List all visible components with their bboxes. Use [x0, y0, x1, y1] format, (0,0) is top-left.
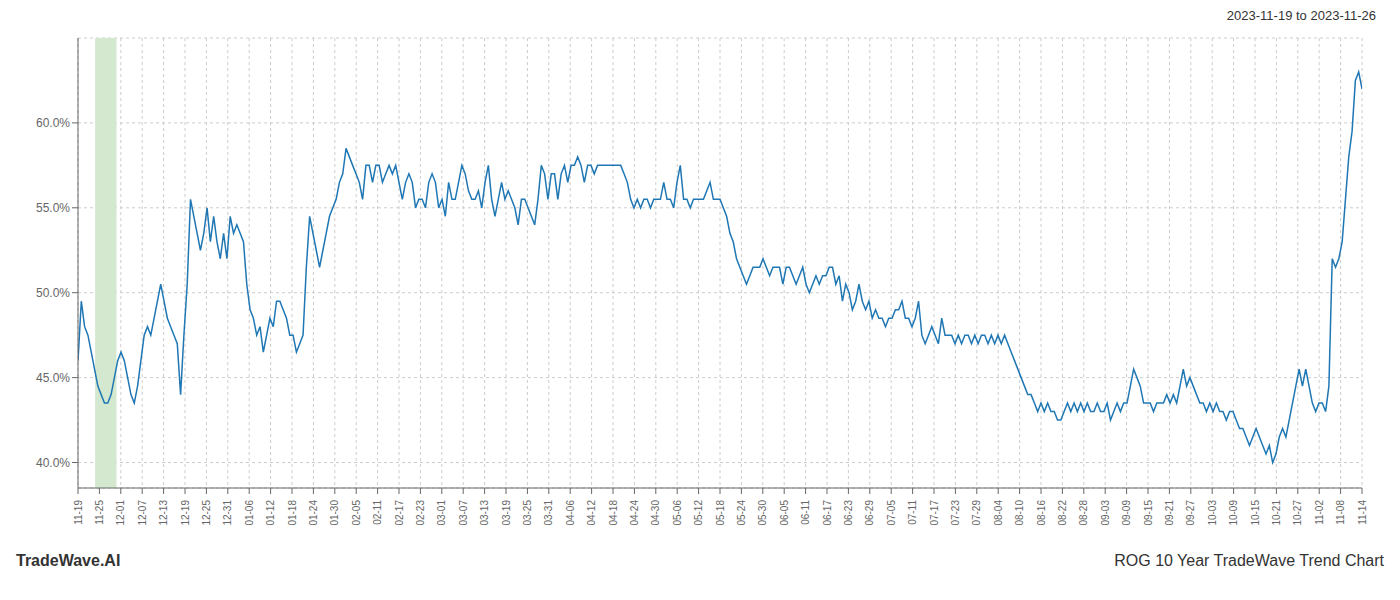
- svg-text:40.0%: 40.0%: [36, 456, 70, 470]
- svg-text:03-13: 03-13: [479, 500, 490, 526]
- svg-text:07-17: 07-17: [929, 500, 940, 526]
- svg-text:01-06: 01-06: [244, 500, 255, 526]
- svg-text:06-23: 06-23: [843, 500, 854, 526]
- svg-text:09-09: 09-09: [1121, 500, 1132, 526]
- svg-text:09-27: 09-27: [1185, 500, 1196, 526]
- svg-text:04-30: 04-30: [650, 500, 661, 526]
- svg-text:10-15: 10-15: [1250, 500, 1261, 526]
- svg-text:01-12: 01-12: [265, 500, 276, 526]
- svg-text:07-05: 07-05: [886, 500, 897, 526]
- svg-text:10-27: 10-27: [1292, 500, 1303, 526]
- svg-text:10-21: 10-21: [1271, 500, 1282, 526]
- svg-text:06-29: 06-29: [864, 500, 875, 526]
- svg-text:07-11: 07-11: [907, 500, 918, 525]
- svg-text:12-25: 12-25: [201, 500, 212, 526]
- svg-text:06-11: 06-11: [800, 500, 811, 525]
- html-text:2023-11-19 to 2023-11-26: 2023-11-19 to 2023-11-26: [1226, 8, 1376, 23]
- svg-text:01-18: 01-18: [287, 500, 298, 526]
- svg-text:03-31: 03-31: [543, 500, 554, 526]
- svg-text:10-03: 10-03: [1207, 500, 1218, 526]
- html-text:ROG 10 Year TradeWave Trend Ch: ROG 10 Year TradeWave Trend Chart: [1114, 552, 1384, 569]
- svg-text:04-12: 04-12: [586, 500, 597, 526]
- svg-text:04-24: 04-24: [629, 500, 640, 526]
- svg-text:11-19: 11-19: [73, 500, 84, 525]
- svg-text:03-19: 03-19: [501, 500, 512, 526]
- svg-text:09-03: 09-03: [1100, 500, 1111, 526]
- svg-text:03-07: 03-07: [458, 500, 469, 526]
- svg-text:05-06: 05-06: [672, 500, 683, 526]
- svg-text:04-18: 04-18: [608, 500, 619, 526]
- svg-text:50.0%: 50.0%: [36, 286, 70, 300]
- svg-text:07-29: 07-29: [971, 500, 982, 526]
- html-text:TradeWave.AI: TradeWave.AI: [16, 552, 121, 569]
- svg-text:02-05: 02-05: [351, 500, 362, 526]
- svg-text:12-13: 12-13: [158, 500, 169, 526]
- svg-text:01-24: 01-24: [308, 500, 319, 526]
- svg-text:05-30: 05-30: [757, 500, 768, 526]
- svg-text:05-18: 05-18: [715, 500, 726, 526]
- svg-text:02-23: 02-23: [415, 500, 426, 526]
- svg-text:07-23: 07-23: [950, 500, 961, 526]
- svg-text:12-31: 12-31: [222, 500, 233, 526]
- svg-text:11-25: 11-25: [94, 500, 105, 525]
- svg-text:02-11: 02-11: [372, 500, 383, 525]
- svg-text:45.0%: 45.0%: [36, 371, 70, 385]
- svg-text:11-02: 11-02: [1314, 500, 1325, 525]
- svg-text:08-28: 08-28: [1078, 500, 1089, 526]
- svg-text:55.0%: 55.0%: [36, 201, 70, 215]
- svg-text:03-01: 03-01: [436, 500, 447, 526]
- svg-text:10-09: 10-09: [1228, 500, 1239, 526]
- svg-text:12-07: 12-07: [137, 500, 148, 526]
- svg-text:12-01: 12-01: [115, 500, 126, 526]
- svg-text:05-12: 05-12: [693, 500, 704, 526]
- svg-text:11-14: 11-14: [1357, 500, 1368, 525]
- svg-text:06-17: 06-17: [822, 500, 833, 526]
- svg-text:05-24: 05-24: [736, 500, 747, 526]
- svg-text:08-10: 08-10: [1014, 500, 1025, 526]
- svg-text:11-08: 11-08: [1335, 500, 1346, 525]
- svg-text:01-30: 01-30: [329, 500, 340, 526]
- svg-text:06-05: 06-05: [779, 500, 790, 526]
- svg-text:09-15: 09-15: [1143, 500, 1154, 526]
- svg-text:12-19: 12-19: [180, 500, 191, 526]
- svg-text:04-06: 04-06: [565, 500, 576, 526]
- svg-text:08-16: 08-16: [1036, 500, 1047, 526]
- svg-text:09-21: 09-21: [1164, 500, 1175, 526]
- svg-text:03-25: 03-25: [522, 500, 533, 526]
- svg-text:08-04: 08-04: [993, 500, 1004, 526]
- svg-text:02-17: 02-17: [394, 500, 405, 526]
- svg-text:60.0%: 60.0%: [36, 116, 70, 130]
- svg-text:08-22: 08-22: [1057, 500, 1068, 526]
